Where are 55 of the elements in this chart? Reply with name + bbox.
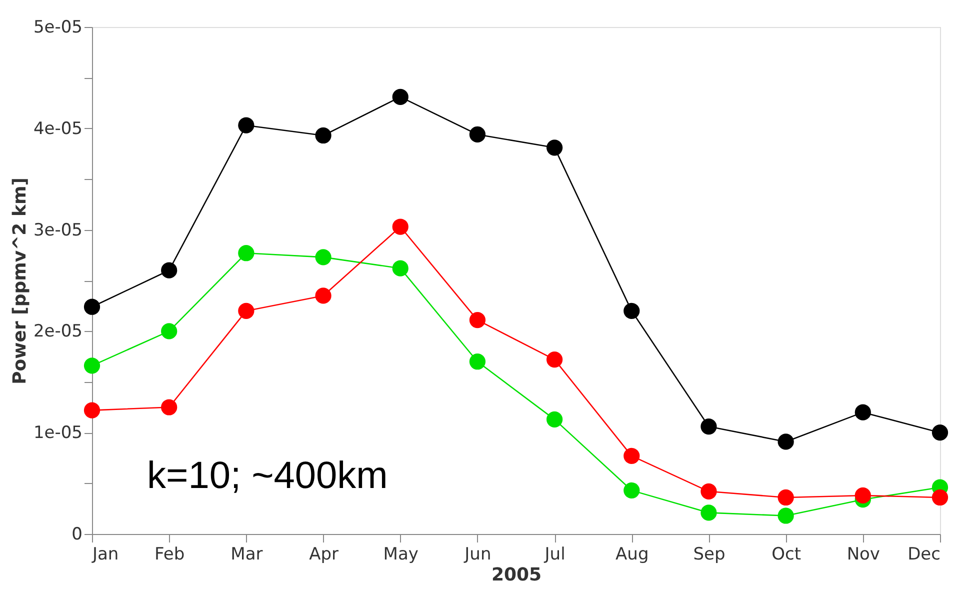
x-tick-label: Nov	[846, 544, 880, 564]
point	[84, 402, 100, 418]
point	[469, 126, 486, 143]
point	[161, 323, 178, 340]
point	[315, 127, 332, 144]
y-tick-label: 5e-05	[33, 18, 82, 38]
x-tick-label: Aug	[616, 544, 649, 564]
point	[546, 140, 563, 156]
point	[238, 245, 254, 262]
y-axis-title: Power [ppmv^2 km]	[9, 178, 30, 384]
x-tick-label: May	[383, 544, 418, 564]
point	[778, 434, 794, 450]
annotation: k=10; ~400km	[147, 455, 388, 497]
point	[238, 117, 254, 134]
point	[932, 424, 948, 441]
point	[778, 508, 794, 524]
point	[392, 218, 408, 235]
point	[469, 312, 486, 328]
x-tick-label: Apr	[309, 544, 338, 564]
x-tick-label: Jun	[464, 544, 492, 564]
point	[854, 404, 871, 420]
x-tick-label: Mar	[230, 544, 263, 564]
point	[315, 249, 332, 266]
y-tick-label: 3e-05	[33, 220, 82, 240]
point	[932, 489, 948, 506]
point	[161, 399, 178, 416]
point	[392, 260, 408, 276]
point	[778, 489, 794, 506]
point	[392, 88, 408, 106]
y-tick-label: 1e-05	[33, 423, 82, 444]
x-axis-title: 2005	[491, 564, 542, 586]
x-tick-label: Oct	[772, 544, 802, 564]
point	[546, 411, 563, 428]
y-tick-label: 0	[72, 524, 82, 544]
point	[238, 302, 254, 319]
point	[469, 354, 486, 370]
point	[624, 302, 640, 319]
x-tick-label: Jan	[92, 544, 119, 564]
point	[84, 298, 100, 315]
point	[624, 448, 640, 464]
point	[315, 288, 332, 304]
point	[854, 487, 871, 504]
y-tick-label: 2e-05	[33, 322, 82, 342]
point	[546, 352, 563, 368]
point	[84, 358, 100, 374]
y-tick-label: 4e-05	[33, 118, 82, 139]
point	[700, 504, 717, 521]
x-tick-label: Sep	[693, 544, 726, 564]
point	[161, 262, 178, 278]
x-tick-label: Jul	[544, 544, 566, 564]
point	[700, 483, 717, 500]
x-tick-label: Dec	[908, 544, 940, 564]
point	[624, 482, 640, 498]
point	[700, 418, 717, 435]
x-tick-label: Feb	[154, 544, 185, 564]
